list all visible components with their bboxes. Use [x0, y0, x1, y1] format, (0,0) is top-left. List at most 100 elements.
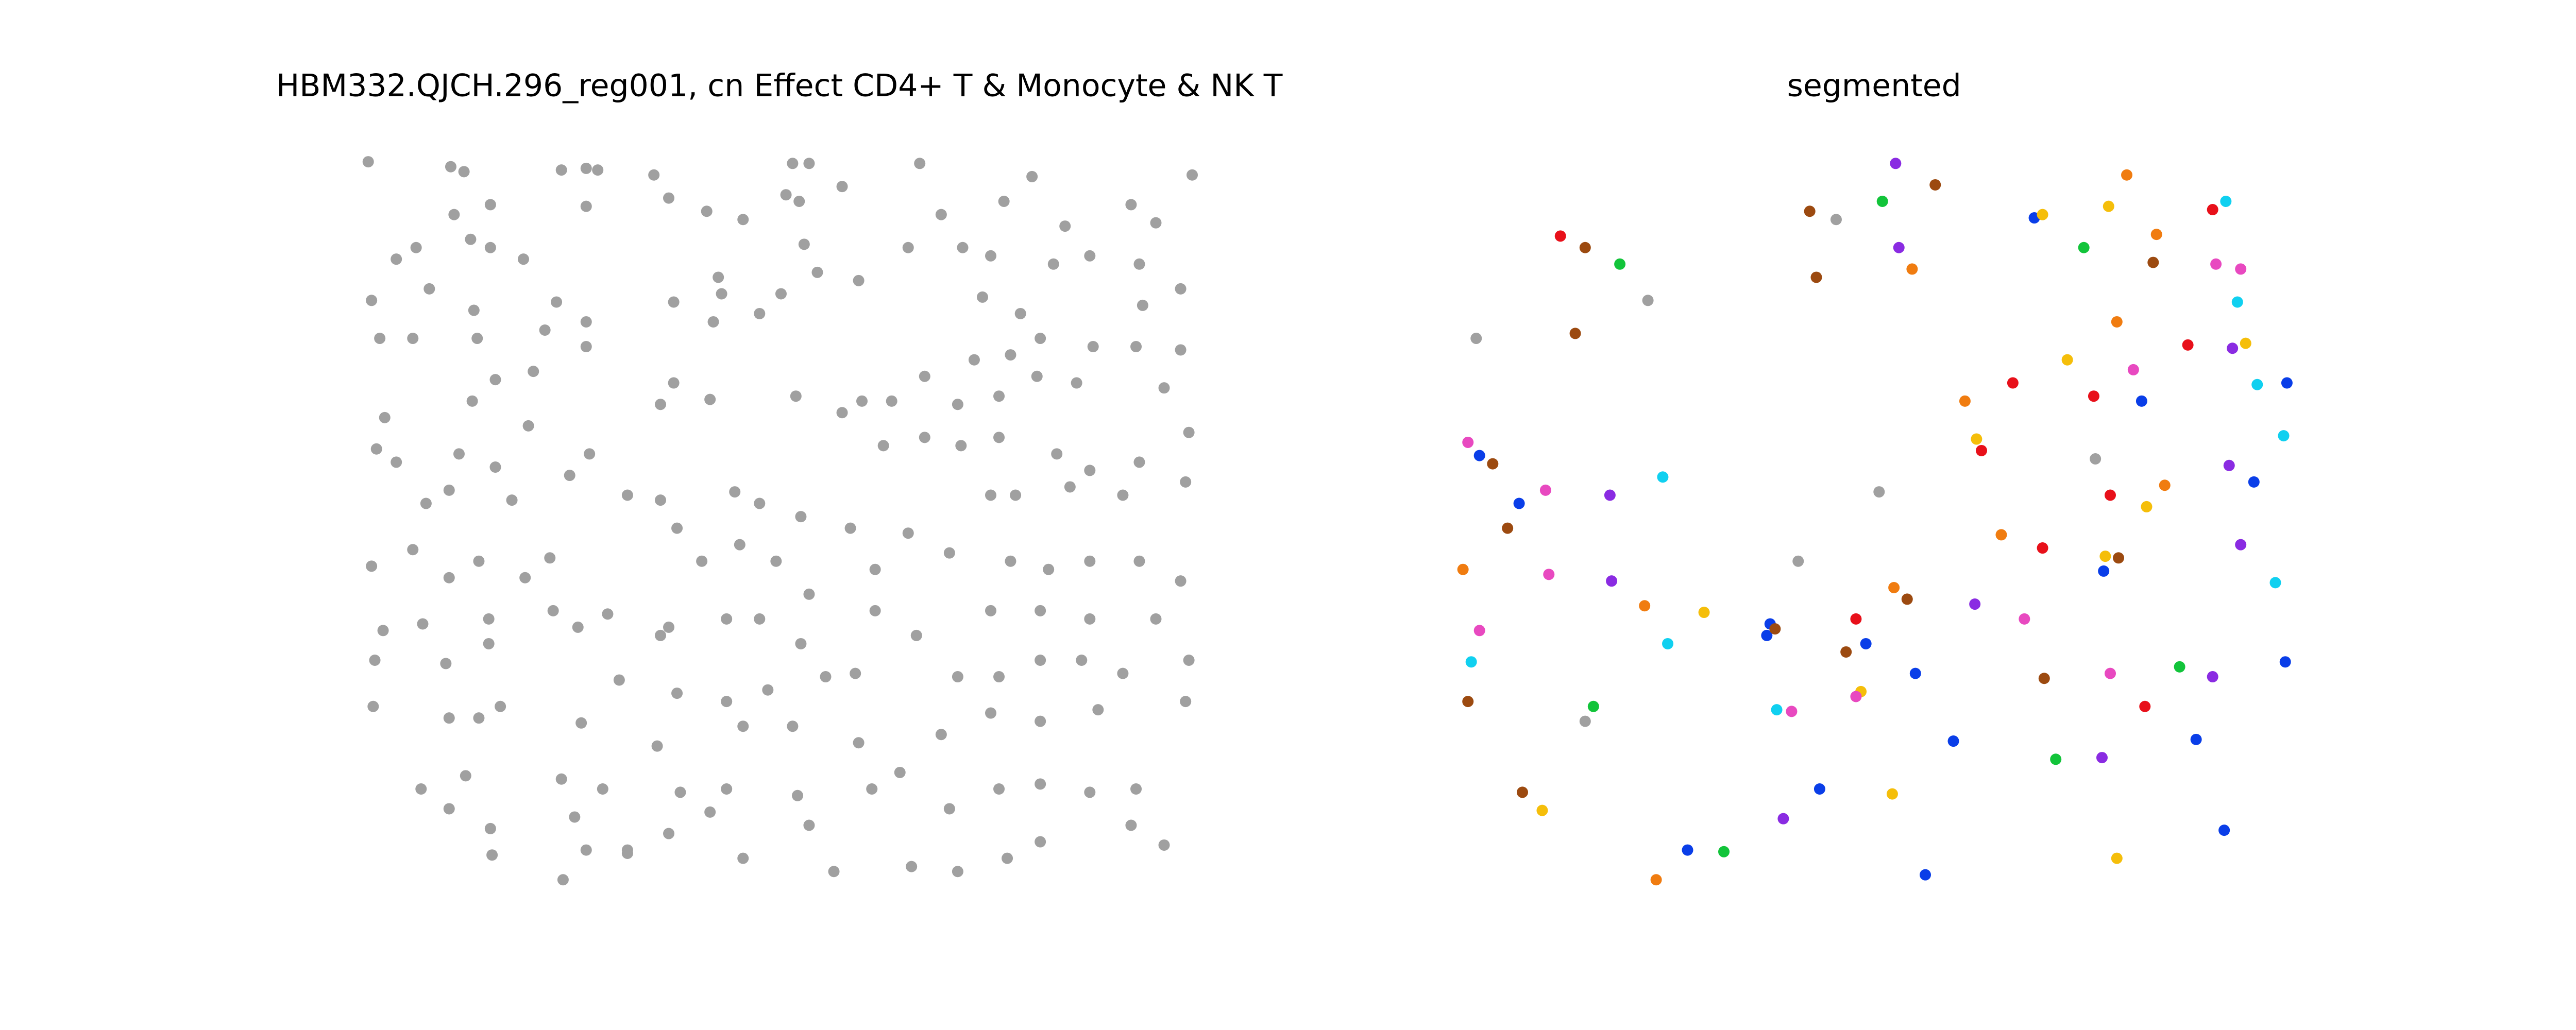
cell-point: [1051, 448, 1063, 460]
chart-title: segmented: [1787, 68, 1961, 104]
cell-point: [1084, 465, 1096, 476]
cell-point: [1893, 242, 1905, 253]
cell-point: [417, 618, 429, 630]
cell-point: [866, 783, 878, 795]
cell-point: [713, 271, 724, 283]
cell-point: [1010, 489, 1022, 501]
cell-point: [1473, 450, 1485, 461]
cell-point: [2103, 200, 2114, 212]
cell-point: [1830, 214, 1842, 226]
cell-point: [1158, 839, 1170, 851]
cell-point: [1187, 169, 1198, 181]
cell-point: [1005, 349, 1016, 361]
cell-point: [1092, 704, 1104, 716]
cell-point: [2223, 459, 2235, 471]
cell-point: [2111, 852, 2123, 864]
cell-point: [519, 572, 531, 583]
cell-point: [737, 214, 749, 226]
cell-point: [1906, 263, 1918, 275]
cell-point: [811, 266, 823, 278]
cell-point: [486, 849, 498, 861]
cell-point: [792, 789, 804, 801]
cell-point: [1005, 555, 1016, 567]
cell-point: [1761, 629, 1773, 641]
cell-point: [2150, 229, 2162, 241]
cell-point: [671, 688, 683, 699]
cell-point: [1682, 844, 1693, 856]
cell-point: [471, 333, 483, 345]
cell-point: [952, 866, 963, 878]
cell-point: [648, 169, 660, 181]
cell-point: [1920, 869, 1931, 881]
cell-point: [856, 395, 868, 407]
cell-point: [1035, 605, 1046, 616]
cell-point: [1150, 613, 1162, 625]
cell-point: [1662, 638, 1674, 649]
cell-point: [522, 420, 534, 432]
cell-point: [1995, 529, 2007, 541]
cell-point: [943, 803, 955, 815]
cell-point: [1087, 341, 1099, 353]
cell-point: [1769, 623, 1781, 635]
cell-point: [483, 638, 495, 649]
cell-point: [1876, 196, 1888, 208]
cell-point: [2281, 377, 2293, 389]
cell-point: [2111, 316, 2123, 328]
cell-point: [1969, 598, 1981, 610]
cell-point: [1457, 563, 1469, 575]
cell-point: [2240, 337, 2251, 349]
cell-point: [968, 354, 980, 366]
cell-point: [2019, 613, 2030, 625]
cell-point: [575, 717, 587, 729]
cell-point: [943, 547, 955, 559]
cell-point: [374, 333, 386, 345]
cell-point: [539, 324, 551, 336]
cell-point: [584, 448, 596, 460]
cell-point: [1850, 691, 1862, 702]
cell-point: [1569, 328, 1581, 339]
cell-point: [2220, 196, 2232, 208]
cell-point: [1133, 258, 1145, 270]
cell-point: [790, 390, 802, 402]
cell-point: [1084, 613, 1096, 625]
cell-point: [1860, 638, 1872, 649]
cell-point: [1554, 230, 1566, 242]
cell-point: [993, 432, 1005, 443]
cell-point: [993, 783, 1005, 795]
cell-point: [671, 522, 683, 534]
cell-point: [721, 696, 733, 708]
cell-point: [1002, 852, 1013, 864]
cell-point: [415, 783, 427, 795]
cell-point: [377, 625, 389, 637]
cell-point: [407, 333, 419, 345]
cell-point: [1059, 220, 1071, 232]
cell-point: [1180, 696, 1192, 708]
cell-point: [952, 671, 963, 683]
cell-point: [366, 560, 378, 572]
cell-point: [704, 393, 716, 405]
cell-point: [919, 370, 930, 382]
cell-point: [489, 374, 501, 386]
cell-point: [443, 712, 455, 724]
cell-point: [2104, 667, 2116, 679]
cell-point: [1175, 344, 1187, 356]
cell-point: [572, 621, 584, 633]
cell-point: [410, 242, 422, 253]
cell-point: [2182, 339, 2194, 351]
cell-point: [803, 819, 815, 831]
cell-point: [580, 844, 592, 856]
cell-point: [551, 296, 563, 308]
cell-point: [547, 605, 559, 616]
cell-point: [957, 242, 969, 253]
cell-point: [663, 621, 675, 633]
cell-point: [621, 847, 633, 859]
cell-point: [2127, 364, 2139, 375]
cell-point: [1183, 655, 1195, 666]
cell-point: [655, 629, 666, 641]
cell-point: [1158, 382, 1170, 394]
cell-point: [443, 572, 455, 583]
cell-point: [2227, 342, 2239, 354]
cell-point: [993, 671, 1005, 683]
cell-point: [1125, 819, 1137, 831]
